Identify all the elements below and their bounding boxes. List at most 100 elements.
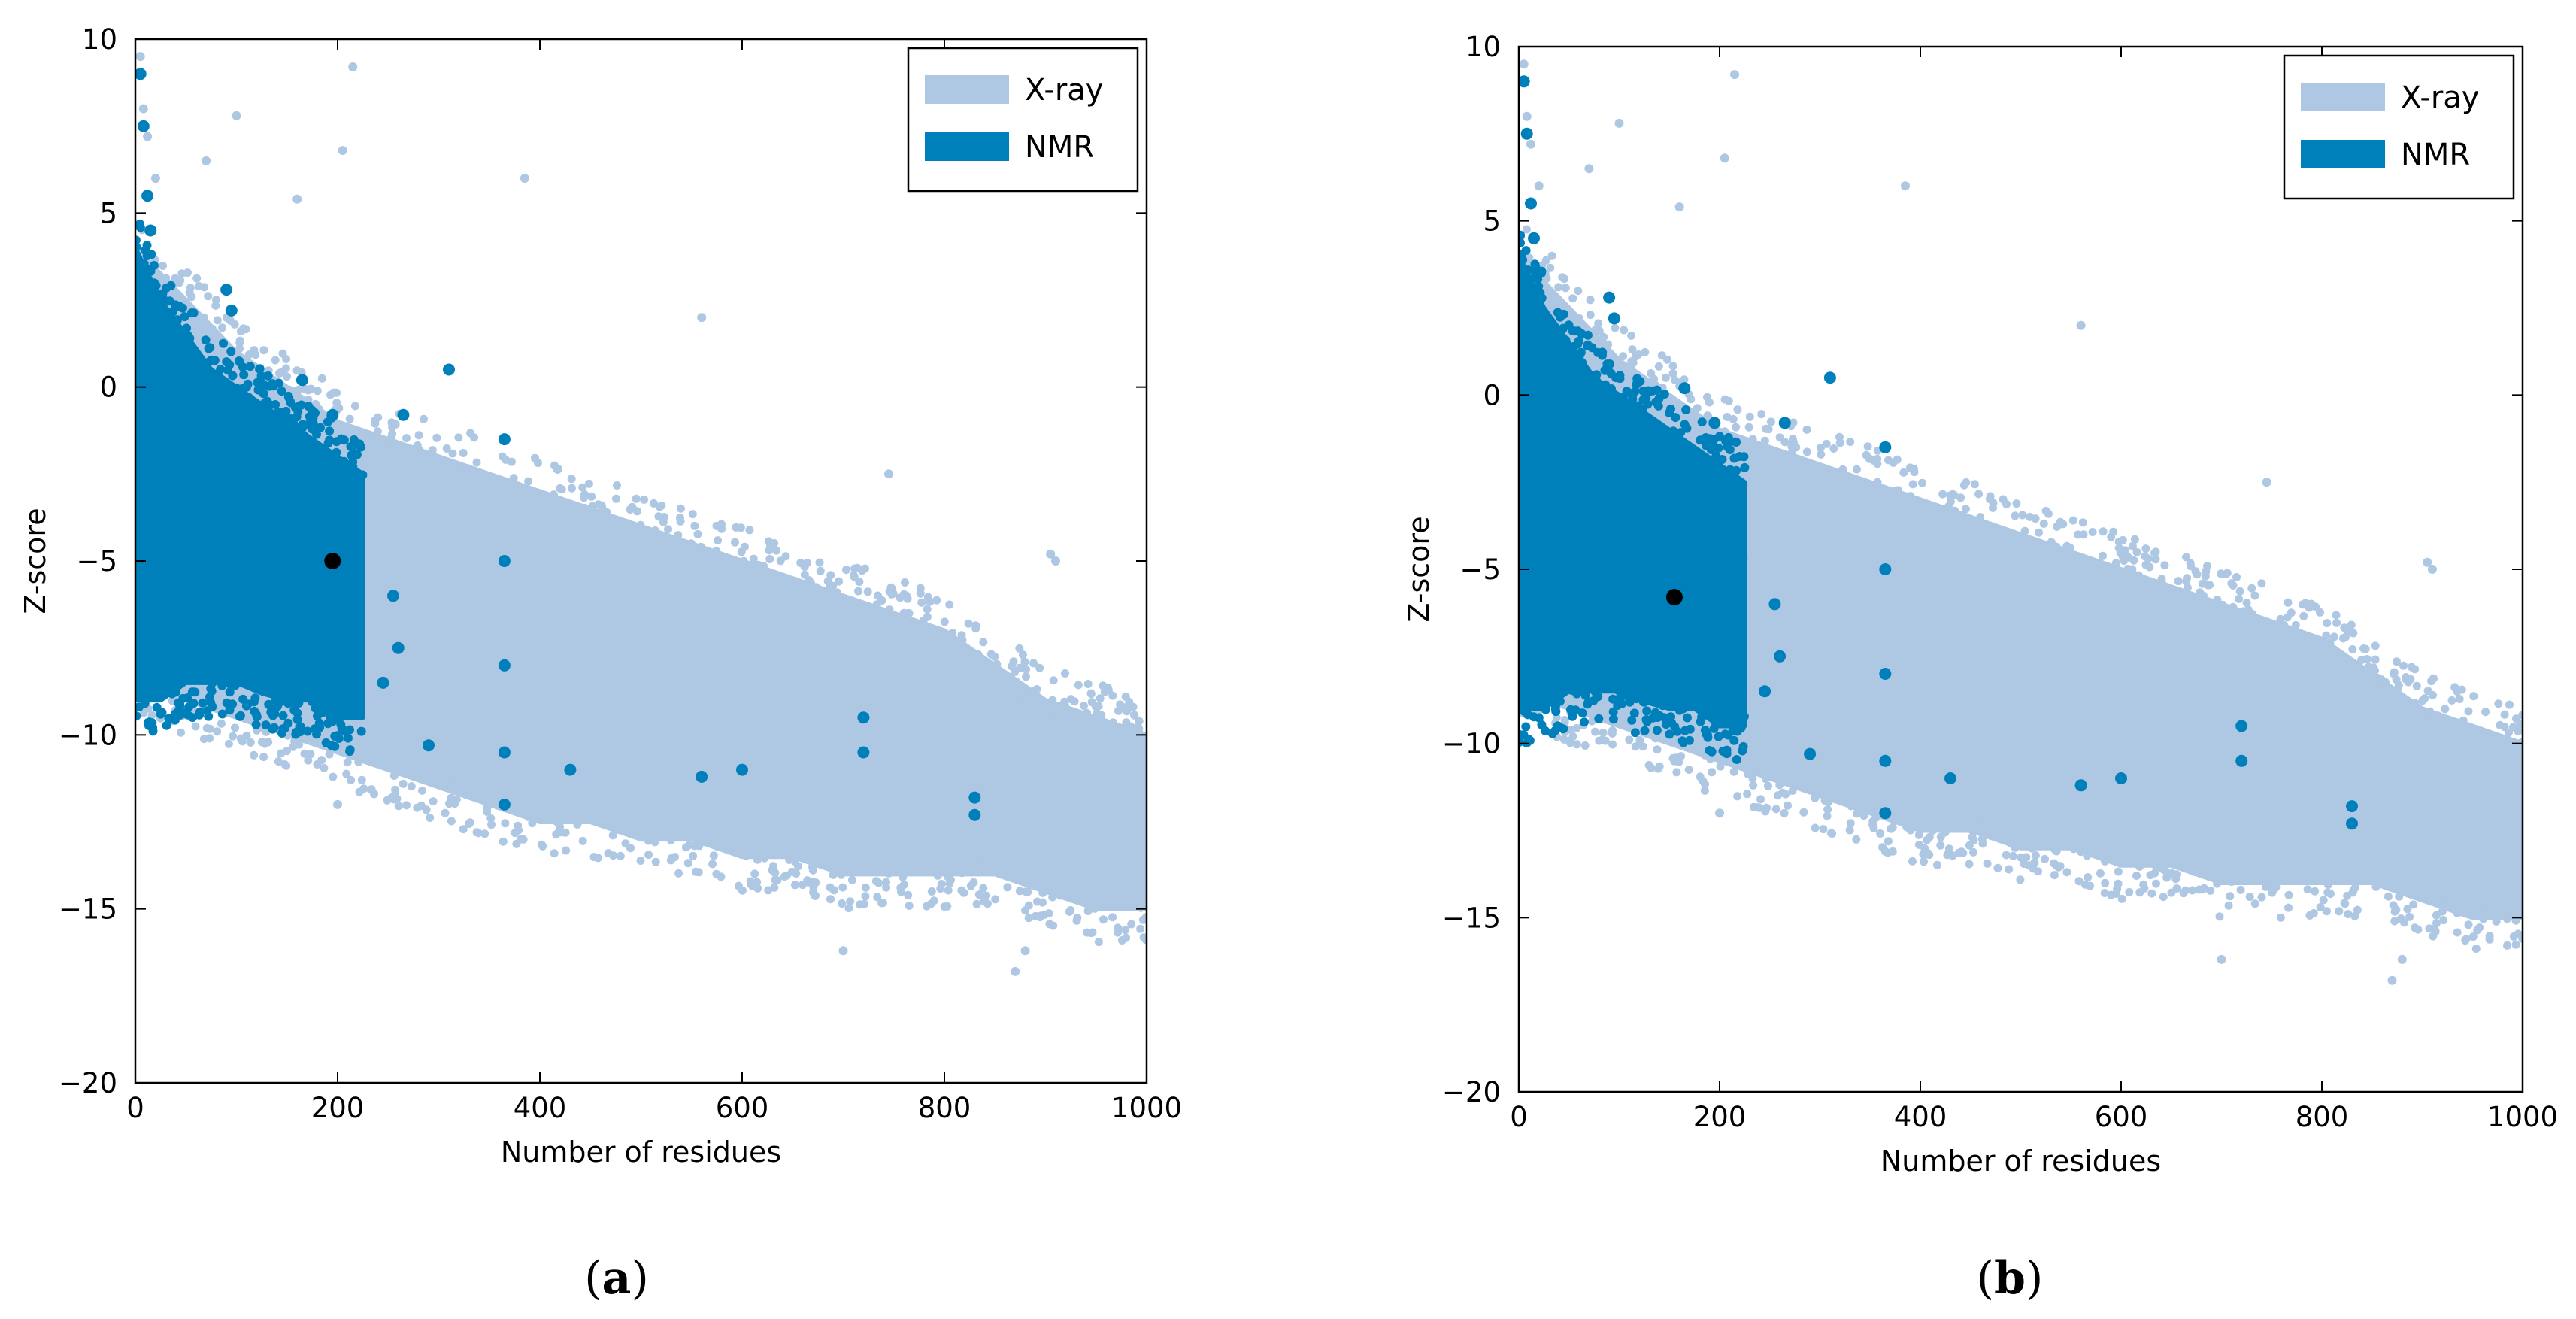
data-point <box>1802 447 1811 456</box>
data-point <box>974 890 983 899</box>
data-point <box>983 899 992 908</box>
data-point <box>325 435 335 445</box>
data-point <box>714 536 723 545</box>
data-point <box>1065 907 1074 916</box>
x-tick-label: 400 <box>1894 1101 1947 1133</box>
data-point <box>1684 766 1693 774</box>
data-point <box>2096 869 2105 878</box>
data-point <box>391 420 400 429</box>
data-point <box>2088 528 2097 536</box>
data-point <box>1852 809 1861 818</box>
data-point <box>1888 617 1897 626</box>
data-point <box>2359 644 2368 653</box>
data-point <box>1073 913 1082 922</box>
data-point <box>2287 608 2296 617</box>
data-point <box>483 804 492 812</box>
data-point <box>244 404 253 414</box>
data-point <box>509 474 518 483</box>
x-tick-label: 800 <box>918 1092 971 1124</box>
data-point <box>858 566 866 575</box>
data-point <box>844 904 853 913</box>
data-point <box>1574 314 1583 323</box>
data-point <box>2464 920 2473 929</box>
data-point <box>374 413 383 422</box>
data-point <box>1659 713 1669 723</box>
data-point <box>337 459 346 468</box>
data-point <box>2199 591 2208 600</box>
data-point <box>2213 596 2222 605</box>
data-point <box>2114 578 2123 587</box>
outlier-point <box>202 156 211 165</box>
data-point <box>1850 795 1859 804</box>
data-point <box>1738 746 1747 756</box>
data-point <box>189 699 199 708</box>
data-point <box>2056 662 2065 671</box>
data-point <box>288 698 297 708</box>
data-point <box>2509 723 2517 732</box>
data-point <box>834 863 843 872</box>
data-point <box>217 709 227 719</box>
data-point <box>1660 508 1670 518</box>
data-point <box>1630 728 1640 738</box>
data-point <box>686 713 695 722</box>
data-point <box>2518 711 2523 720</box>
data-point <box>2341 899 2350 908</box>
data-point <box>2152 879 2160 888</box>
data-point <box>929 896 938 905</box>
series-x-ray <box>1519 59 2523 985</box>
x-tick-label: 0 <box>1510 1101 1528 1133</box>
data-point <box>826 895 835 904</box>
data-point <box>573 820 582 829</box>
data-point <box>2441 891 2450 900</box>
data-point <box>963 849 971 857</box>
data-point <box>1005 872 1014 881</box>
data-point <box>655 729 664 738</box>
data-point <box>2100 889 2109 897</box>
data-point <box>1116 700 1125 709</box>
data-point <box>1595 327 1604 336</box>
data-point <box>2441 705 2450 714</box>
data-point <box>191 722 200 731</box>
x-tick-label: 400 <box>514 1092 567 1124</box>
data-point <box>2479 914 2488 923</box>
outlier-point <box>1526 139 1535 149</box>
outlier-point <box>696 770 708 783</box>
data-point <box>1888 491 1897 500</box>
data-point <box>1642 605 1652 614</box>
data-point <box>1733 405 1742 414</box>
data-point <box>1950 506 1959 515</box>
data-point <box>1519 230 1526 240</box>
data-point <box>1836 789 1845 798</box>
data-point <box>181 363 190 373</box>
data-point <box>2399 661 2408 670</box>
data-point <box>1555 312 1565 322</box>
data-point <box>842 751 851 760</box>
data-point <box>2235 594 2244 603</box>
data-point <box>872 600 881 609</box>
data-point <box>1933 860 1941 869</box>
data-point <box>2377 747 2387 756</box>
data-point <box>250 706 259 716</box>
data-point <box>614 801 623 810</box>
data-point <box>2037 838 2045 847</box>
data-point <box>1114 706 1123 715</box>
data-point <box>659 713 668 722</box>
data-point <box>829 870 838 879</box>
data-point <box>1038 888 1047 897</box>
data-point <box>2245 893 2254 902</box>
outlier-point <box>1879 754 1892 767</box>
data-point <box>1974 490 1984 499</box>
series-nmr <box>135 68 981 821</box>
data-point <box>927 887 936 896</box>
data-point <box>2129 569 2138 578</box>
data-point <box>2135 862 2144 871</box>
data-point <box>1687 395 1696 404</box>
data-point <box>1135 724 1144 733</box>
data-point <box>389 795 398 804</box>
data-point <box>477 784 486 793</box>
data-point <box>1923 656 1931 665</box>
data-point <box>347 523 356 532</box>
data-point <box>239 561 249 571</box>
x-tick-label: 600 <box>716 1092 769 1124</box>
data-point <box>2500 710 2509 719</box>
